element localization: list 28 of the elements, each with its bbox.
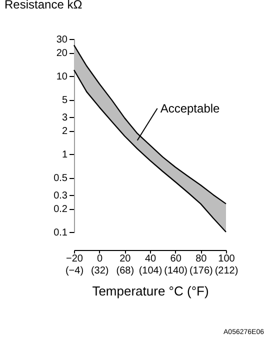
x2-tick-label: (140) [164, 266, 188, 276]
y-tick-label: 3 [62, 112, 68, 124]
x2-tick-label: (−4) [65, 266, 84, 276]
x-tick-label: 80 [196, 254, 208, 264]
y-tick-label: 2 [62, 126, 68, 138]
x2-tick-label: (68) [116, 266, 134, 276]
x2-tick-label: (212) [214, 266, 238, 276]
y-tick-label: 30 [56, 34, 68, 46]
y-tick-label: 0.5 [54, 173, 68, 184]
y-tick-label: 1 [62, 150, 68, 161]
x-tick-label: 60 [170, 254, 182, 264]
x-tick-label: 40 [144, 254, 156, 264]
x-tick-label: 0 [97, 254, 104, 264]
x-tick-label: 100 [218, 254, 236, 264]
x2-tick-label: (176) [189, 266, 213, 276]
y-tick-label: 0.2 [54, 204, 68, 216]
x-tick-label: −20 [66, 254, 84, 264]
y-tick-label: 20 [56, 48, 68, 60]
annotation: Acceptable [160, 101, 220, 116]
y-tick-label: 5 [62, 95, 68, 106]
x-axis-title: Temperature °C (°F) [92, 284, 209, 298]
x-tick-label: 20 [120, 254, 132, 264]
y-tick-label: 10 [56, 72, 68, 83]
y-axis-title: Resistance kΩ [4, 0, 82, 12]
x2-tick-label: (104) [138, 266, 162, 276]
y-tick-label: 0.3 [54, 190, 68, 202]
y-tick-label: 0.1 [54, 228, 68, 238]
x2-tick-label: (32) [90, 266, 109, 276]
